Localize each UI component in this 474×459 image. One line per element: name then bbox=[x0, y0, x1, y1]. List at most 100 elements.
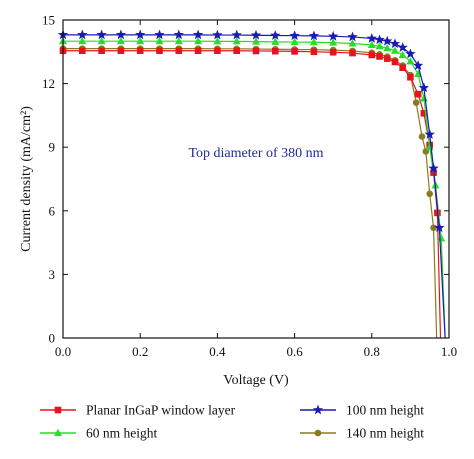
data-point bbox=[328, 30, 339, 41]
data-point bbox=[412, 60, 424, 70]
data-point bbox=[212, 29, 223, 40]
data-point bbox=[252, 47, 260, 55]
data-point bbox=[175, 47, 183, 55]
data-point bbox=[368, 51, 376, 59]
data-point bbox=[136, 37, 145, 45]
data-point bbox=[349, 49, 356, 57]
legend-item: 140 nm height bbox=[300, 426, 424, 441]
data-point bbox=[117, 47, 125, 55]
data-point bbox=[348, 39, 357, 47]
data-point bbox=[156, 47, 163, 55]
data-point bbox=[418, 82, 430, 93]
legend-label: 100 nm height bbox=[346, 403, 424, 418]
data-point bbox=[399, 64, 406, 71]
data-point bbox=[366, 33, 377, 43]
data-point bbox=[192, 29, 204, 40]
data-point bbox=[390, 46, 399, 54]
series-line bbox=[63, 40, 446, 339]
data-point bbox=[115, 29, 127, 40]
data-point bbox=[405, 48, 416, 59]
y-tick-label: 15 bbox=[42, 13, 55, 28]
data-point bbox=[414, 90, 422, 98]
series-line bbox=[63, 50, 442, 339]
series-circle bbox=[59, 45, 438, 339]
data-point bbox=[194, 47, 202, 55]
data-point bbox=[252, 37, 260, 45]
y-tick-label: 9 bbox=[49, 140, 56, 155]
data-point bbox=[375, 42, 384, 50]
y-axis-title: Current density (mA/cm²) bbox=[19, 106, 34, 252]
data-point bbox=[347, 31, 358, 42]
data-point bbox=[383, 43, 392, 52]
data-point bbox=[79, 47, 86, 55]
data-point bbox=[214, 47, 221, 55]
data-point bbox=[397, 42, 408, 52]
data-point bbox=[97, 37, 106, 45]
y-tick-label: 3 bbox=[49, 267, 56, 282]
data-point bbox=[428, 163, 439, 173]
series-square bbox=[59, 47, 442, 339]
data-point bbox=[407, 73, 414, 81]
legend-item: Planar InGaP window layer bbox=[40, 403, 236, 418]
data-point bbox=[291, 48, 298, 55]
data-point bbox=[418, 133, 426, 140]
series-line bbox=[63, 48, 438, 339]
data-point bbox=[391, 58, 399, 66]
data-point bbox=[272, 47, 279, 55]
data-point bbox=[194, 37, 203, 45]
data-point bbox=[98, 47, 105, 55]
data-point bbox=[135, 29, 146, 40]
data-point bbox=[271, 37, 280, 45]
legend-label: 60 nm height bbox=[86, 426, 157, 441]
data-point bbox=[412, 99, 420, 106]
data-point bbox=[155, 37, 164, 45]
data-point bbox=[173, 29, 184, 40]
data-point bbox=[289, 30, 300, 41]
data-point bbox=[77, 29, 88, 40]
data-point bbox=[374, 34, 385, 45]
data-point bbox=[437, 234, 446, 242]
data-point bbox=[270, 30, 281, 40]
data-point bbox=[329, 38, 338, 46]
legend-label: 140 nm height bbox=[346, 426, 424, 441]
x-axis-title: Voltage (V) bbox=[223, 373, 289, 388]
x-tick-label: 0.2 bbox=[132, 344, 148, 359]
x-tick-label: 0.4 bbox=[209, 344, 226, 359]
x-tick-label: 0.0 bbox=[55, 344, 71, 359]
legend-marker bbox=[312, 404, 324, 415]
y-tick-label: 6 bbox=[49, 203, 56, 218]
data-point bbox=[398, 50, 407, 58]
x-tick-label: 0.6 bbox=[286, 344, 303, 359]
data-point bbox=[309, 38, 318, 46]
data-point bbox=[426, 190, 434, 198]
data-point bbox=[232, 37, 241, 45]
data-point bbox=[136, 47, 144, 55]
data-point bbox=[233, 47, 240, 55]
x-tick-label: 0.8 bbox=[364, 344, 380, 359]
data-point bbox=[231, 29, 242, 40]
data-point bbox=[367, 40, 376, 49]
chart-annotation: Top diameter of 380 nm bbox=[188, 146, 323, 161]
data-point bbox=[420, 109, 428, 117]
y-tick-label: 12 bbox=[42, 76, 55, 91]
data-point bbox=[389, 38, 401, 49]
data-point bbox=[329, 48, 337, 56]
legend-item: 100 nm height bbox=[300, 403, 424, 418]
series-star bbox=[57, 29, 446, 339]
legend-marker bbox=[54, 428, 62, 436]
data-point bbox=[383, 55, 391, 62]
data-point bbox=[406, 57, 415, 65]
series-line bbox=[63, 34, 446, 339]
data-point bbox=[430, 224, 437, 232]
data-point bbox=[250, 29, 262, 40]
data-point bbox=[434, 222, 445, 233]
legend-item: 60 nm height bbox=[40, 426, 157, 441]
legend-label: Planar InGaP window layer bbox=[86, 403, 236, 418]
data-point bbox=[213, 37, 222, 45]
data-point bbox=[376, 53, 383, 60]
data-point bbox=[424, 129, 435, 139]
data-point bbox=[382, 35, 393, 46]
data-point bbox=[154, 29, 165, 40]
series-triangle bbox=[59, 37, 446, 339]
y-tick-label: 0 bbox=[49, 331, 56, 346]
